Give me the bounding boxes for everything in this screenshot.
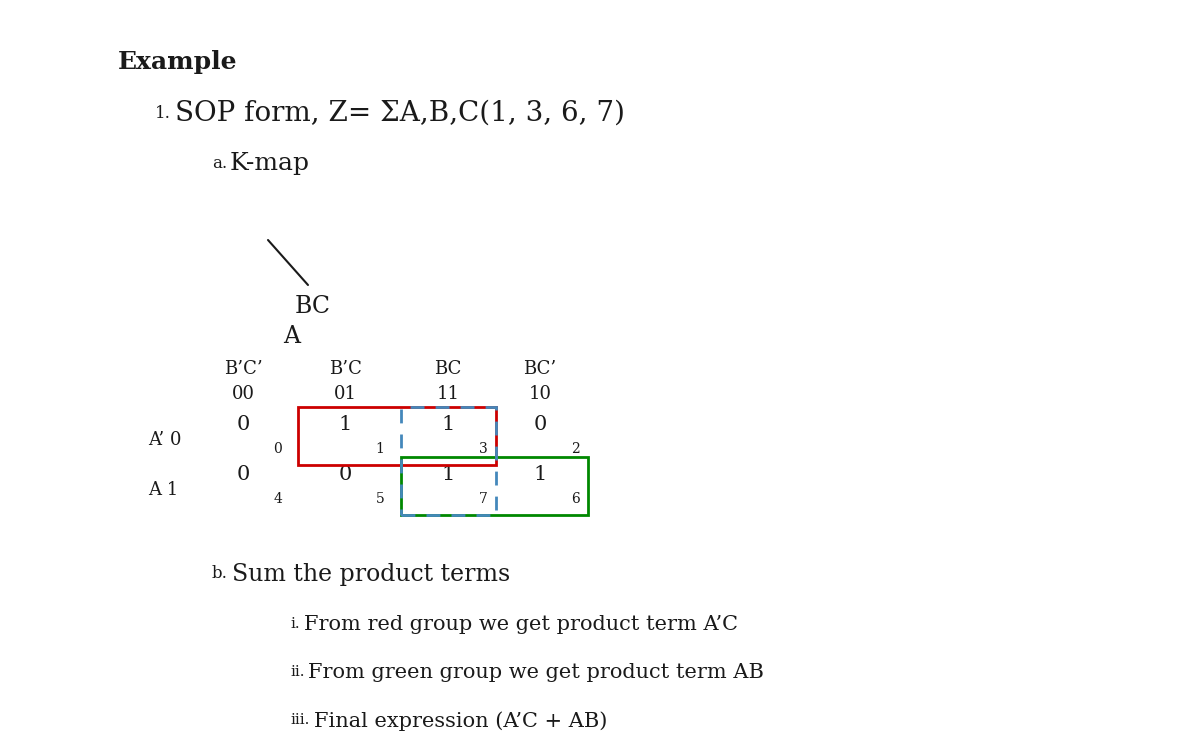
Text: 1: 1: [441, 465, 455, 484]
Text: From green group we get product term AB: From green group we get product term AB: [308, 663, 764, 682]
Text: b.: b.: [212, 565, 228, 582]
Text: 6: 6: [571, 492, 579, 506]
Text: 3: 3: [479, 442, 487, 456]
Text: 7: 7: [479, 492, 487, 506]
Text: i.: i.: [290, 617, 299, 631]
Text: SOP form, Z= ΣA,B,C(1, 3, 6, 7): SOP form, Z= ΣA,B,C(1, 3, 6, 7): [174, 100, 625, 127]
Text: 0: 0: [533, 415, 547, 434]
Bar: [298, 407, 496, 465]
Text: 00: 00: [231, 385, 255, 403]
Text: 0: 0: [236, 465, 250, 484]
Text: B’C: B’C: [329, 360, 362, 378]
Text: 11: 11: [436, 385, 460, 403]
Text: 0: 0: [338, 465, 351, 484]
Text: 4: 4: [274, 492, 283, 506]
Text: A 1: A 1: [149, 481, 178, 499]
Text: 10: 10: [528, 385, 552, 403]
Text: Sum the product terms: Sum the product terms: [232, 563, 511, 586]
Text: K-map: K-map: [230, 152, 310, 175]
Text: 2: 2: [571, 442, 579, 456]
Text: A: A: [283, 325, 299, 348]
Bar: [401, 407, 496, 515]
Text: 0: 0: [274, 442, 283, 456]
Text: A’ 0: A’ 0: [149, 431, 182, 449]
Text: 01: 01: [334, 385, 356, 403]
Text: 1.: 1.: [154, 105, 171, 122]
Text: Final expression (A’C + AB): Final expression (A’C + AB): [314, 711, 607, 730]
Text: a.: a.: [212, 155, 228, 172]
Text: 0: 0: [236, 415, 250, 434]
Text: 1: 1: [376, 442, 384, 456]
Text: BC: BC: [434, 360, 462, 378]
Text: 5: 5: [376, 492, 384, 506]
Text: B’C’: B’C’: [224, 360, 263, 378]
Text: From red group we get product term A’C: From red group we get product term A’C: [304, 615, 738, 634]
Text: iii.: iii.: [290, 713, 309, 727]
Bar: [401, 457, 588, 515]
Text: ii.: ii.: [290, 665, 304, 679]
Text: 1: 1: [441, 415, 455, 434]
Text: 1: 1: [338, 415, 351, 434]
Text: BC’: BC’: [523, 360, 556, 378]
Text: BC: BC: [295, 295, 331, 318]
Text: Example: Example: [118, 50, 238, 74]
Text: 1: 1: [533, 465, 547, 484]
